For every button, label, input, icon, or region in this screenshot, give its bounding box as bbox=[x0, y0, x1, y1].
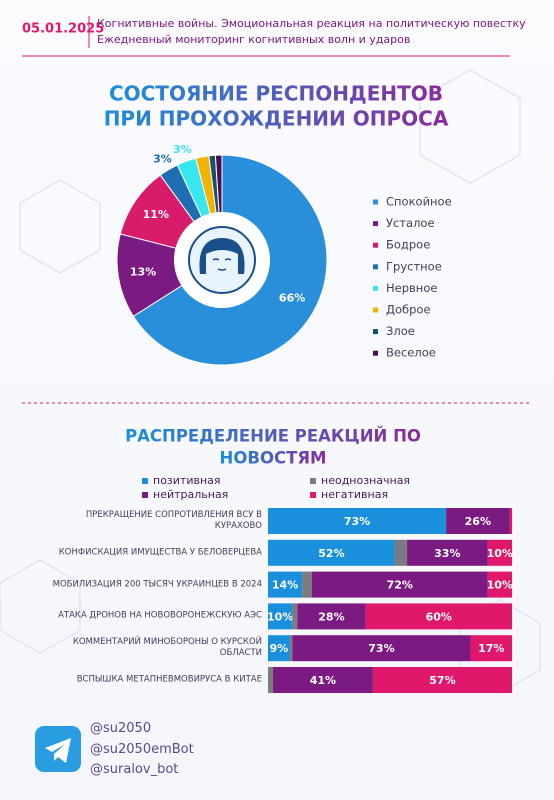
bar-segment bbox=[297, 603, 366, 630]
footer-link[interactable]: @suralov_bot bbox=[90, 762, 179, 777]
bar-segment bbox=[268, 508, 447, 534]
bar-segment bbox=[487, 539, 512, 566]
bar-segment bbox=[394, 539, 408, 566]
bar-segment bbox=[268, 539, 395, 566]
bar-segment bbox=[289, 635, 293, 662]
bar-segment bbox=[268, 603, 293, 630]
pie: 66% Спокойное 13% Усталое 11% Бодрое 3% Грустно… bbox=[116, 143, 452, 366]
bar-label: 14% bbox=[272, 579, 298, 592]
legend-label: Нервное bbox=[386, 281, 437, 295]
header-subtitle: Ежедневный мониторинг когнитивных волн и… bbox=[97, 33, 410, 46]
telegram-icon bbox=[35, 726, 81, 772]
category-label: АТАКА ДРОНОВ НА НОВОВОРОНЕЖСКУЮ АЭС bbox=[58, 610, 262, 621]
category-label: КОММЕНТАРИЙ МИНОБОРОНЫ О КУРСКОЙ ОБЛАСТИ bbox=[72, 637, 262, 659]
bar-segment bbox=[365, 603, 512, 630]
legend-label: Веселое bbox=[386, 346, 436, 360]
legend-swatch bbox=[373, 221, 378, 227]
legend-label: нейтральная bbox=[153, 488, 228, 501]
face-ring bbox=[188, 226, 256, 294]
legend-label: позитивная bbox=[153, 474, 221, 487]
legend-swatch bbox=[373, 242, 378, 248]
legend-swatch bbox=[373, 307, 378, 313]
legend-swatch bbox=[373, 199, 378, 205]
legend-swatch bbox=[373, 285, 378, 291]
legend-label: Бодрое bbox=[386, 238, 430, 252]
legend-swatch bbox=[373, 350, 378, 356]
footer-link[interactable]: @su2050 bbox=[90, 721, 152, 736]
legend-label: Злое bbox=[386, 324, 415, 338]
bar-segment bbox=[487, 571, 512, 598]
legend-label: Грустное bbox=[386, 259, 442, 273]
bar-label: 33% bbox=[434, 547, 460, 560]
bar-label: 28% bbox=[318, 610, 344, 623]
legend-swatch bbox=[142, 478, 148, 484]
legend-label: Усталое bbox=[386, 216, 435, 230]
legend-label: Доброе bbox=[386, 303, 431, 317]
bar-segment bbox=[292, 603, 298, 630]
slice-label: 66% bbox=[279, 292, 305, 305]
header-title: Когнитивные войны. Эмоциональная реакция… bbox=[97, 17, 526, 30]
bar-label: 26% bbox=[465, 515, 491, 528]
date: 05.01.2025 bbox=[22, 22, 104, 37]
bar-segment bbox=[268, 667, 273, 693]
slice-label: 3% bbox=[153, 152, 172, 165]
bar-label: 60% bbox=[426, 610, 452, 623]
footer-link[interactable]: @su2050emBot bbox=[90, 742, 194, 757]
category-label: КОНФИСКАЦИЯ ИМУЩЕСТВА У БЕЛОВЕРЦЕВА bbox=[58, 547, 262, 558]
bar-label: 10% bbox=[267, 610, 293, 623]
hex-background bbox=[0, 69, 541, 694]
category-label: ВСПЫШКА МЕТАПНЕВМОВИРУСА В КИТАЕ bbox=[76, 674, 262, 685]
bar-title: НОВОСТЯМ bbox=[220, 449, 327, 468]
pie-title: ПРИ ПРОХОЖДЕНИИ ОПРОСА bbox=[104, 107, 449, 131]
bar-label: 57% bbox=[429, 674, 455, 687]
bar-segment bbox=[302, 571, 312, 598]
bar-title: РАСПРЕДЕЛЕНИЕ РЕАКЦИЙ ПО bbox=[125, 427, 421, 446]
bar-segment bbox=[372, 667, 512, 693]
bar-segment bbox=[470, 635, 512, 662]
bar-segment bbox=[268, 571, 303, 598]
bar-segment bbox=[407, 539, 488, 566]
legend-swatch bbox=[373, 264, 378, 270]
bar-label: 73% bbox=[344, 515, 370, 528]
legend-swatch bbox=[373, 329, 378, 335]
legend-label: негативная bbox=[321, 488, 388, 501]
bar-label: 72% bbox=[387, 579, 413, 592]
category-label: МОБИЛИЗАЦИЯ 200 ТЫСЯЧ УКРАИНЦЕВ В 2024 bbox=[52, 579, 262, 590]
slice-label: 3% bbox=[173, 143, 192, 156]
bar-label: 52% bbox=[318, 547, 344, 560]
bar-label: 9% bbox=[270, 642, 289, 655]
bar-segment bbox=[446, 508, 510, 534]
face-features bbox=[212, 258, 232, 271]
legend-label: неоднозначная bbox=[321, 474, 410, 487]
legend-swatch bbox=[310, 478, 316, 484]
category-label: ПРЕКРАЩЕНИЕ СОПРОТИВЛЕНИЯ ВСУ В КУРАХОВО bbox=[85, 510, 262, 531]
bar-label: 17% bbox=[478, 642, 504, 655]
bar-label: 73% bbox=[368, 642, 394, 655]
bar-label: 41% bbox=[310, 674, 336, 687]
face-hair bbox=[199, 238, 245, 274]
legend-swatch bbox=[142, 492, 148, 498]
bar-segment bbox=[311, 571, 488, 598]
bar-segment bbox=[268, 635, 290, 662]
bar-segment bbox=[509, 508, 512, 534]
slice-label: 11% bbox=[143, 208, 169, 221]
legend-swatch bbox=[310, 492, 316, 498]
bar-segment bbox=[292, 635, 471, 662]
pie-title: СОСТОЯНИЕ РЕСПОНДЕНТОВ bbox=[109, 82, 443, 106]
legend-label: Спокойное bbox=[386, 195, 452, 209]
bar-label: 10% bbox=[487, 579, 513, 592]
bar-label: 10% bbox=[487, 547, 513, 560]
slice-label: 13% bbox=[130, 266, 156, 279]
bar-segment bbox=[272, 667, 373, 693]
